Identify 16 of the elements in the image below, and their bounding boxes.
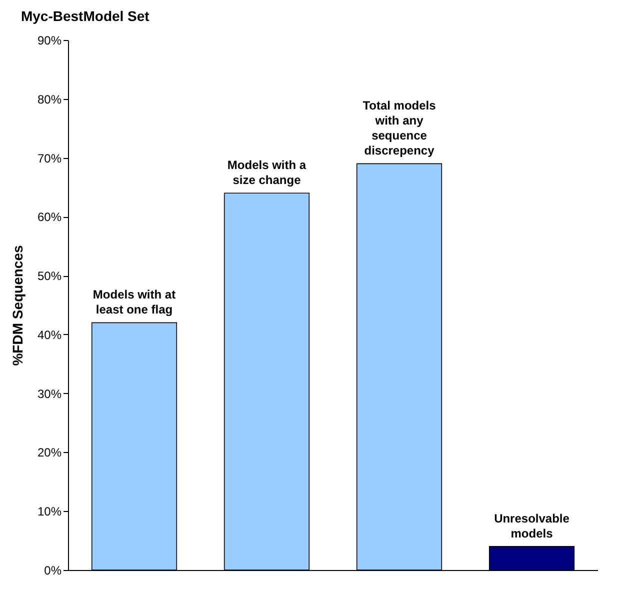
y-tick-label: 60% bbox=[37, 210, 62, 224]
x-tick-label: Unresolvable models bbox=[494, 511, 570, 540]
x-tick-label: Total models with any sequence discrepency bbox=[362, 98, 436, 158]
y-tick-label: 20% bbox=[37, 446, 62, 460]
y-axis-title: %FDM Sequences bbox=[9, 244, 26, 366]
y-tick-label: 10% bbox=[37, 504, 62, 519]
y-tick-label: 0% bbox=[44, 564, 62, 578]
y-tick-label: 70% bbox=[37, 151, 62, 166]
x-tick-label: Models with a size change bbox=[227, 158, 306, 188]
y-tick-label: 50% bbox=[37, 269, 62, 284]
y-tick-label: 80% bbox=[37, 92, 62, 106]
chart-title: Myc-BestModel Set bbox=[20, 8, 150, 24]
x-tick-label: Models with at least one flag bbox=[92, 288, 176, 317]
y-tick-label: 30% bbox=[37, 386, 62, 401]
y-tick-label: 90% bbox=[37, 34, 62, 48]
y-tick-label: 40% bbox=[37, 328, 62, 342]
